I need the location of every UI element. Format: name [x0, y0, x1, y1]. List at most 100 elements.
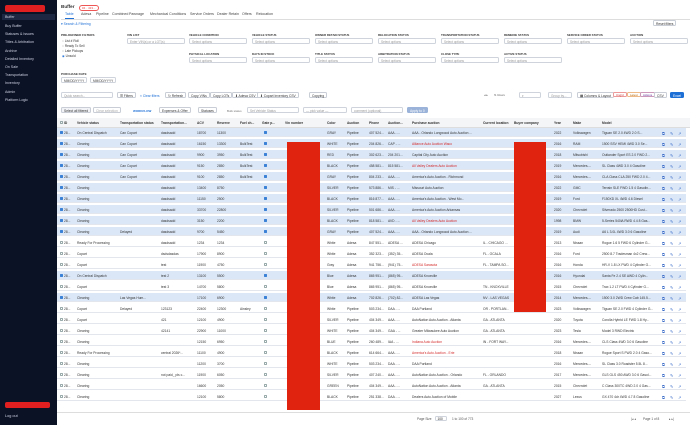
comment-input[interactable]: comment (optional): [351, 107, 403, 113]
gate-pass-checkbox[interactable]: [264, 142, 268, 146]
external-link-icon[interactable]: ↗: [678, 262, 682, 268]
pager-next-last[interactable]: ▸ ▸|: [669, 417, 674, 421]
table-row[interactable]: 28... Clearing 12150 6950 BLUE Pipeline 260 48…: [57, 337, 686, 347]
external-link-icon[interactable]: ↗: [678, 284, 682, 290]
table-row[interactable]: 28... Clearing dasdsadd 33700 22800 SILVER Pip…: [57, 205, 686, 215]
column-header[interactable]: Phone: [369, 121, 380, 126]
filter-select[interactable]: Select options: [252, 38, 310, 44]
refresh-button[interactable]: ↻ Refresh: [165, 92, 187, 98]
filter-select[interactable]: Select options: [441, 38, 499, 44]
filter-select[interactable]: Select options: [504, 57, 562, 63]
open-icon[interactable]: ⧉: [662, 284, 665, 290]
predefined-option[interactable]: ◉ Unsold: [62, 54, 76, 58]
external-link-icon[interactable]: ↗: [678, 251, 682, 257]
gate-pass-checkbox[interactable]: [264, 131, 268, 135]
column-header[interactable]: Color: [327, 121, 336, 126]
csv-button[interactable]: CSV: [654, 92, 667, 98]
clear-filters-button[interactable]: × Clear filters: [137, 92, 163, 98]
table-row[interactable]: 28... Clearing dasdsadd 13400 8750 SILVER Pipe…: [57, 183, 686, 193]
row-checkbox[interactable]: [60, 285, 64, 289]
filter-select[interactable]: Select options: [315, 57, 373, 63]
row-checkbox[interactable]: [60, 351, 64, 355]
apply-button[interactable]: Apply to 0: [407, 107, 428, 113]
row-checkbox[interactable]: [60, 153, 64, 157]
sidebar-item-3[interactable]: Archive: [5, 48, 17, 53]
column-header[interactable]: Current location: [483, 121, 509, 126]
row-checkbox[interactable]: [60, 340, 64, 344]
tab-6[interactable]: Service Orders: [190, 12, 214, 16]
edit-icon[interactable]: ✎: [670, 383, 674, 389]
chip-ungrd[interactable]: Ungrd: [613, 92, 627, 97]
date-to-input[interactable]: MM/DD/YYYY: [90, 77, 116, 83]
gate-pass-checkbox[interactable]: [264, 362, 268, 366]
predefined-option[interactable]: ○ Ready To Sell: [62, 44, 84, 48]
column-header[interactable]: ID: [64, 121, 68, 126]
edit-icon[interactable]: ✎: [670, 251, 674, 257]
filter-select[interactable]: Select options: [504, 38, 562, 44]
filter-select[interactable]: Select options: [378, 38, 436, 44]
row-checkbox[interactable]: [60, 395, 64, 399]
table-row[interactable]: 28... Ready For Processing dasdsadd 1234 123…: [57, 238, 686, 248]
gate-pass-checkbox[interactable]: [264, 329, 268, 333]
table-row[interactable]: 28... Copart dsdsdasdas 17900 8900 White Adesa…: [57, 249, 686, 259]
column-header[interactable]: Year: [554, 121, 561, 126]
external-link-icon[interactable]: ↗: [678, 229, 682, 235]
edit-icon[interactable]: ✎: [670, 229, 674, 235]
expenses-offer-button[interactable]: Expenses & Offer: [159, 107, 191, 113]
table-row[interactable]: 28... Clearing Las Vegas Hum... 17100 6900 Wh…: [57, 293, 686, 303]
sidebar-item-5[interactable]: On Sale: [5, 65, 18, 69]
table-row[interactable]: 28... Clearing Can Copart dasdsadd 16150 1330…: [57, 139, 686, 149]
column-header[interactable]: ACV: [197, 121, 204, 126]
search-filtering-toggle[interactable]: ▾ Search & Filtering: [61, 21, 91, 26]
external-link-icon[interactable]: ↗: [678, 185, 682, 191]
tab-2[interactable]: Pipeline: [96, 12, 109, 16]
edit-icon[interactable]: ✎: [670, 317, 674, 323]
table-row[interactable]: 28... On Central Dispatch test 2 13100 5500 B…: [57, 271, 686, 281]
group-by-select[interactable]: Group by...: [548, 92, 572, 98]
gate-pass-checkbox[interactable]: [264, 186, 268, 190]
table-row[interactable]: 28... Copart test 3 14700 5800 Blue Adesa 865 9…: [57, 282, 686, 292]
edit-icon[interactable]: ✎: [670, 328, 674, 334]
predefined-option[interactable]: ○ List # Roll: [62, 39, 79, 43]
external-link-icon[interactable]: ↗: [678, 383, 682, 389]
table-row[interactable]: 28... Clearing 11200 3700 WHITE Pipeline 503 2…: [57, 359, 686, 369]
row-checkbox[interactable]: [60, 329, 64, 333]
table-row[interactable]: 28... Clearing Delayed dasdsadd 9700 5450 GRAY…: [57, 227, 686, 237]
external-link-icon[interactable]: ↗: [678, 317, 682, 323]
open-icon[interactable]: ⧉: [662, 394, 665, 400]
page-size-select[interactable]: 100: [435, 416, 447, 421]
open-icon[interactable]: ⧉: [662, 229, 665, 235]
external-link-icon[interactable]: ↗: [678, 218, 682, 224]
tab-5[interactable]: Mechanical Conditions: [150, 12, 187, 16]
table-row[interactable]: 28... Copart 421 12100 4900 SILVER Pipeline 404…: [57, 315, 686, 325]
date-from-input[interactable]: MM/DD/YYYY: [61, 77, 87, 83]
table-row[interactable]: 28... Ready For Processing central 2026*..…: [57, 348, 686, 358]
column-header[interactable]: Auction...: [388, 121, 404, 126]
gate-pass-checkbox[interactable]: [264, 263, 268, 267]
copy-lots-button[interactable]: Copy LOTs: [210, 92, 233, 98]
row-checkbox[interactable]: [60, 384, 64, 388]
gate-pass-checkbox[interactable]: [264, 230, 268, 234]
filters-button[interactable]: ☰ Filters: [117, 92, 136, 98]
pager-first-prev[interactable]: |◂ ◂: [631, 417, 636, 421]
column-header[interactable]: Transportation...: [161, 121, 187, 126]
radio-icon[interactable]: ○: [62, 48, 65, 53]
reset-filters-button[interactable]: Reset filters: [653, 20, 677, 26]
gate-pass-checkbox[interactable]: [264, 318, 268, 322]
gate-pass-checkbox[interactable]: [264, 395, 268, 399]
external-link-icon[interactable]: ↗: [678, 152, 682, 158]
pick-value-select[interactable]: — pick value —: [303, 107, 347, 113]
edit-icon[interactable]: ✎: [670, 240, 674, 246]
quick-search-input[interactable]: Quick search...: [61, 92, 113, 98]
copart-csv-button[interactable]: ⬇ Copart Inventory CSV: [257, 92, 299, 98]
copying-button[interactable]: Copying: [309, 92, 328, 98]
open-icon[interactable]: ⧉: [662, 339, 665, 345]
open-icon[interactable]: ⧉: [662, 163, 665, 169]
external-link-icon[interactable]: ↗: [678, 141, 682, 147]
column-header[interactable]: Auction: [347, 121, 360, 126]
excel-button[interactable]: Excel: [670, 92, 685, 98]
edit-icon[interactable]: ✎: [670, 350, 674, 356]
column-header[interactable]: Model: [602, 121, 612, 126]
gate-pass-checkbox[interactable]: [264, 252, 268, 256]
table-row[interactable]: 28... Copart Delayed 123123 22400 12300 Ainsle…: [57, 304, 686, 314]
